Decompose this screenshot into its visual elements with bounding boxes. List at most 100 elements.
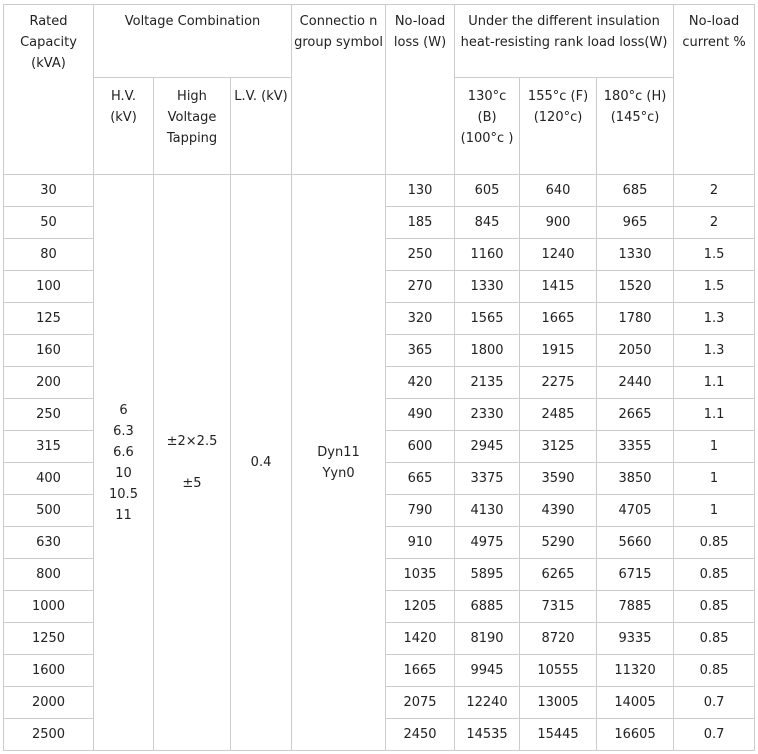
no-load-loss-cell: 600 (385, 430, 456, 463)
table-row: 1250 1420 8190 8720 9335 0.85 (3, 622, 756, 655)
no-load-current-cell: 0.85 (673, 590, 756, 623)
tapping-cell-line: ±5 (182, 476, 202, 491)
table-row: 400 665 3375 3590 3850 1 (3, 462, 756, 495)
load-loss-f-cell: 10555 (519, 654, 598, 687)
load-loss-b-cell: 4130 (454, 494, 521, 527)
load-loss-h-cell: 9335 (596, 622, 675, 655)
load-loss-h-cell: 1520 (596, 270, 675, 303)
no-load-loss-cell: 185 (385, 206, 456, 239)
rated-capacity-cell: 630 (3, 526, 94, 559)
load-loss-f-cell: 1240 (519, 238, 598, 271)
no-load-loss-cell: 910 (385, 526, 456, 559)
hv-values-cell-line: 6.3 (113, 423, 134, 439)
load-loss-h-cell: 7885 (596, 590, 675, 623)
rated-capacity-cell: 800 (3, 558, 94, 591)
table-row: 80 250 1160 1240 1330 1.5 (3, 238, 756, 271)
no-load-current-cell: 0.7 (673, 718, 756, 751)
connection-group-cell-line: Dyn11 (317, 444, 360, 460)
load-loss-f-cell: 6265 (519, 558, 598, 591)
table-row: 800 1035 5895 6265 6715 0.85 (3, 558, 756, 591)
rated-capacity-cell: 200 (3, 366, 94, 399)
no-load-loss-cell: 250 (385, 238, 456, 271)
load-loss-h-cell: 1330 (596, 238, 675, 271)
load-loss-h-cell: 16605 (596, 718, 675, 751)
load-loss-b-cell: 3375 (454, 462, 521, 495)
hv-values-cell-line: 10 (115, 465, 132, 481)
no-load-loss-cell: 1665 (385, 654, 456, 687)
no-load-loss-cell: 1205 (385, 590, 456, 623)
connection-group-cell-line: Yyn0 (322, 465, 355, 481)
no-load-current-cell: 2 (673, 174, 756, 207)
load-loss-b-cell: 14535 (454, 718, 521, 751)
table-row: 500 790 4130 4390 4705 1 (3, 494, 756, 527)
load-loss-f-cell: 900 (519, 206, 598, 239)
load-loss-h-cell: 965 (596, 206, 675, 239)
load-loss-f-cell: 3590 (519, 462, 598, 495)
load-loss-f-cell: 2485 (519, 398, 598, 431)
header-no-load-current: No-load current % (673, 4, 756, 175)
load-loss-h-cell: 6715 (596, 558, 675, 591)
load-loss-b-cell: 4975 (454, 526, 521, 559)
rated-capacity-cell: 2000 (3, 686, 94, 719)
header-class-h: 180°c (H) (145°c) (596, 77, 675, 175)
rated-capacity-cell: 1600 (3, 654, 94, 687)
header-class-f: 155°c (F) (120°c) (519, 77, 598, 175)
load-loss-h-cell: 14005 (596, 686, 675, 719)
no-load-current-cell: 1 (673, 494, 756, 527)
header-voltage-combination: Voltage Combination (92, 4, 293, 78)
load-loss-h-cell: 11320 (596, 654, 675, 687)
load-loss-h-cell: 3850 (596, 462, 675, 495)
no-load-current-cell: 0.85 (673, 526, 756, 559)
no-load-loss-cell: 365 (385, 334, 456, 367)
rated-capacity-cell: 30 (3, 174, 94, 207)
no-load-current-cell: 1.1 (673, 366, 756, 399)
load-loss-h-cell: 3355 (596, 430, 675, 463)
hv-values-cell-line: 11 (115, 507, 132, 523)
table-row: 30 6 6.3 6.6 10 10.5 11 ±2×2.5 ±5 0.4 Dyn11 Yyn0 130… (3, 174, 756, 751)
tapping-cell: ±2×2.5 ±5 (153, 174, 231, 751)
no-load-loss-cell: 1420 (385, 622, 456, 655)
no-load-loss-cell: 790 (385, 494, 456, 527)
table-row: 1600 1665 9945 10555 11320 0.85 (3, 654, 756, 687)
load-loss-f-cell: 13005 (519, 686, 598, 719)
load-loss-b-cell: 2945 (454, 430, 521, 463)
no-load-current-cell: 1.1 (673, 398, 756, 431)
rated-capacity-cell: 400 (3, 462, 94, 495)
no-load-loss-cell: 420 (385, 366, 456, 399)
no-load-current-cell: 2 (673, 206, 756, 239)
load-loss-b-cell: 1800 (454, 334, 521, 367)
rated-capacity-cell: 50 (3, 206, 94, 239)
no-load-current-cell: 0.85 (673, 622, 756, 655)
no-load-current-cell: 1 (673, 462, 756, 495)
no-load-current-cell: 0.85 (673, 654, 756, 687)
tapping-cell-line (156, 452, 228, 473)
no-load-current-cell: 1 (673, 430, 756, 463)
header-lv: L.V. (kV) (229, 77, 293, 175)
load-loss-b-cell: 1330 (454, 270, 521, 303)
header-tapping: High Voltage Tapping (153, 77, 231, 175)
no-load-loss-cell: 665 (385, 462, 456, 495)
rated-capacity-cell: 250 (3, 398, 94, 431)
transformer-spec-table: Rated Capacity (kVA) Voltage Combination… (3, 4, 756, 751)
load-loss-b-cell: 2135 (454, 366, 521, 399)
no-load-loss-cell: 270 (385, 270, 456, 303)
no-load-current-cell: 1.5 (673, 238, 756, 271)
rated-capacity-cell: 80 (3, 238, 94, 271)
load-loss-f-cell: 5290 (519, 526, 598, 559)
load-loss-b-cell: 845 (454, 206, 521, 239)
load-loss-f-cell: 8720 (519, 622, 598, 655)
rated-capacity-cell: 125 (3, 302, 94, 335)
load-loss-h-cell: 2665 (596, 398, 675, 431)
load-loss-h-cell: 2440 (596, 366, 675, 399)
no-load-current-cell: 1.3 (673, 334, 756, 367)
load-loss-b-cell: 12240 (454, 686, 521, 719)
table-row: 315 600 2945 3125 3355 1 (3, 430, 756, 463)
load-loss-h-cell: 2050 (596, 334, 675, 367)
hv-values-cell-line: 6.6 (113, 444, 134, 460)
rated-capacity-cell: 160 (3, 334, 94, 367)
no-load-loss-cell: 1035 (385, 558, 456, 591)
load-loss-f-cell: 15445 (519, 718, 598, 751)
rated-capacity-cell: 315 (3, 430, 94, 463)
no-load-loss-cell: 320 (385, 302, 456, 335)
load-loss-b-cell: 1565 (454, 302, 521, 335)
